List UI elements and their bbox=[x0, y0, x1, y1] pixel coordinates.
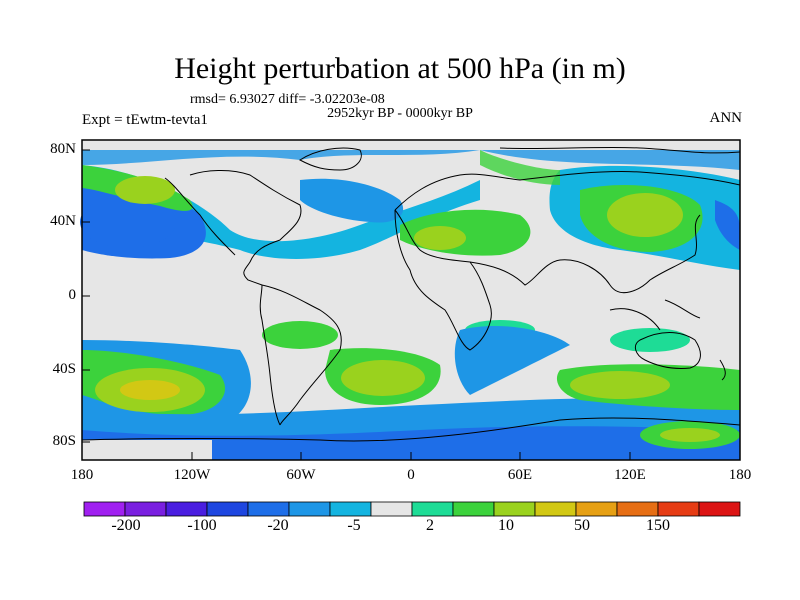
lat-label: 80S bbox=[52, 433, 76, 449]
stats-text: rmsd= 6.93027 diff= -3.02203e-08 bbox=[190, 92, 385, 107]
colorbar-label: 2 bbox=[426, 517, 434, 534]
tropical-pacific-green bbox=[610, 328, 690, 352]
tropical-atlantic-green bbox=[262, 321, 338, 349]
pacific-core-blue bbox=[80, 196, 176, 248]
coastlines bbox=[81, 146, 741, 442]
alaska-yellow bbox=[115, 176, 175, 204]
experiment-label: Expt = tEwtm-tevta1 bbox=[82, 112, 208, 128]
lon-label: 120E bbox=[614, 467, 646, 483]
map-ticks bbox=[81, 149, 741, 460]
colorbar-swatch bbox=[698, 501, 741, 517]
colorbar-label: -200 bbox=[111, 517, 141, 534]
colorbar-swatch bbox=[411, 501, 454, 517]
colorbar-label: -20 bbox=[267, 517, 289, 534]
colorbar-swatch bbox=[575, 501, 618, 517]
lon-label: 120W bbox=[173, 467, 211, 483]
south-pacific-core bbox=[120, 380, 180, 400]
colorbar-swatch bbox=[329, 501, 372, 517]
colorbar-label: -5 bbox=[347, 517, 361, 534]
lat-label: 0 bbox=[68, 287, 77, 303]
pacific-east-deep bbox=[715, 200, 740, 250]
antarctic-neutral bbox=[82, 440, 212, 460]
colorbar-swatch bbox=[165, 501, 208, 517]
south-atlantic-yellow bbox=[341, 360, 425, 396]
map-title: Height perturbation at 500 hPa (in m) bbox=[174, 52, 626, 85]
map-panel bbox=[80, 140, 741, 460]
period-text: 2952kyr BP - 0000kyr BP bbox=[327, 106, 473, 121]
lat-label: 40S bbox=[52, 361, 76, 377]
colorbar-swatch bbox=[534, 501, 577, 517]
mediterranean-yellow bbox=[414, 226, 466, 250]
colorbar-label: 50 bbox=[574, 517, 590, 534]
arctic-blue-band bbox=[82, 150, 740, 170]
colorbar-label: -100 bbox=[187, 517, 217, 534]
colorbar-swatch bbox=[657, 501, 700, 517]
colorbar-swatch bbox=[452, 501, 495, 517]
lon-label: 60E bbox=[507, 467, 533, 483]
colorbar-swatch bbox=[124, 501, 167, 517]
colorbar-swatch bbox=[83, 501, 126, 517]
colorbar-label: 10 bbox=[498, 517, 514, 534]
siberia-green bbox=[480, 150, 560, 185]
season-label: ANN bbox=[709, 110, 743, 126]
antarctic-deep-blue bbox=[82, 426, 740, 460]
colorbar bbox=[83, 501, 741, 517]
atlantic-blue bbox=[300, 178, 404, 223]
colorbar-swatch bbox=[206, 501, 249, 517]
lon-label: 0 bbox=[407, 467, 415, 483]
colorbar-swatch bbox=[616, 501, 659, 517]
colorbar-label: 150 bbox=[646, 517, 670, 534]
asia-yellow bbox=[607, 193, 683, 237]
lat-label: 80N bbox=[50, 141, 76, 157]
colorbar-swatch bbox=[493, 501, 536, 517]
lat-label: 40N bbox=[50, 213, 76, 229]
lon-label: 180 bbox=[728, 467, 752, 483]
colorbar-swatch bbox=[288, 501, 331, 517]
ross-sea-yellow bbox=[660, 428, 720, 442]
colorbar-swatch bbox=[247, 501, 290, 517]
colorbar-swatch bbox=[370, 501, 413, 517]
south-indian-yellow bbox=[570, 371, 670, 399]
lon-label: 60W bbox=[286, 467, 316, 483]
lon-label: 180 bbox=[70, 467, 94, 483]
indian-ocean-blue bbox=[454, 325, 570, 395]
